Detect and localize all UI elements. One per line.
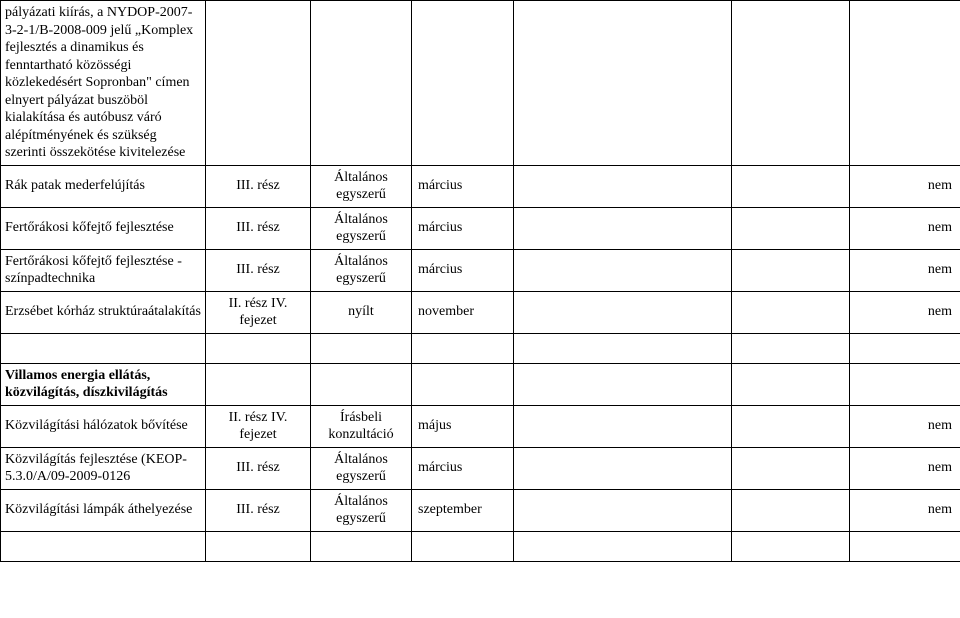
cell: nem <box>850 447 960 489</box>
cell: Általános egyszerű <box>311 447 412 489</box>
table-row: Rák patak mederfelújítás III. rész Által… <box>1 165 960 207</box>
cell <box>311 333 412 363</box>
cell <box>514 363 732 405</box>
cell: II. rész IV. fejezet <box>206 405 311 447</box>
cell <box>514 249 732 291</box>
cell <box>732 249 850 291</box>
cell <box>514 405 732 447</box>
cell-desc: Közvilágítási hálózatok bővítése <box>1 405 206 447</box>
cell <box>732 207 850 249</box>
cell <box>732 405 850 447</box>
cell: II. rész IV. fejezet <box>206 291 311 333</box>
cell-desc: pályázati kiírás, a NYDOP-2007-3-2-1/B-2… <box>1 1 206 166</box>
cell: nem <box>850 249 960 291</box>
cell <box>514 165 732 207</box>
cell: Írásbeli konzultáció <box>311 405 412 447</box>
cell <box>732 447 850 489</box>
section-title: Villamos energia ellátás, közvilágítás, … <box>1 363 206 405</box>
cell: november <box>412 291 514 333</box>
cell <box>1 333 206 363</box>
cell <box>732 489 850 531</box>
cell: március <box>412 447 514 489</box>
cell: nem <box>850 291 960 333</box>
cell-desc: Erzsébet kórház struktúraátalakítás <box>1 291 206 333</box>
cell <box>206 1 311 166</box>
cell-desc: Közvilágítási lámpák áthelyezése <box>1 489 206 531</box>
cell <box>732 1 850 166</box>
table-row: Erzsébet kórház struktúraátalakítás II. … <box>1 291 960 333</box>
cell <box>311 531 412 561</box>
cell <box>732 363 850 405</box>
table-row: Közvilágítási lámpák áthelyezése III. ré… <box>1 489 960 531</box>
cell <box>412 531 514 561</box>
cell: Általános egyszerű <box>311 489 412 531</box>
table-row: pályázati kiírás, a NYDOP-2007-3-2-1/B-2… <box>1 1 960 166</box>
cell <box>514 489 732 531</box>
cell <box>206 531 311 561</box>
cell: március <box>412 207 514 249</box>
document-page: pályázati kiírás, a NYDOP-2007-3-2-1/B-2… <box>0 0 960 562</box>
cell: május <box>412 405 514 447</box>
cell <box>732 165 850 207</box>
cell <box>850 363 960 405</box>
cell: nem <box>850 405 960 447</box>
cell: március <box>412 249 514 291</box>
cell <box>514 333 732 363</box>
cell: nyílt <box>311 291 412 333</box>
cell <box>311 363 412 405</box>
cell <box>732 291 850 333</box>
cell <box>850 1 960 166</box>
cell <box>1 531 206 561</box>
cell: nem <box>850 489 960 531</box>
cell <box>850 333 960 363</box>
data-table: pályázati kiírás, a NYDOP-2007-3-2-1/B-2… <box>0 0 960 562</box>
cell <box>412 333 514 363</box>
cell: III. rész <box>206 489 311 531</box>
cell <box>850 531 960 561</box>
table-row-blank <box>1 531 960 561</box>
cell: Általános egyszerű <box>311 165 412 207</box>
cell: nem <box>850 207 960 249</box>
table-row: Fertőrákosi kőfejtő fejlesztése III. rés… <box>1 207 960 249</box>
table-row: Közvilágítási hálózatok bővítése II. rés… <box>1 405 960 447</box>
cell: III. rész <box>206 165 311 207</box>
table-row-blank <box>1 333 960 363</box>
cell <box>514 207 732 249</box>
cell: III. rész <box>206 207 311 249</box>
cell: szeptember <box>412 489 514 531</box>
cell-desc: Fertőrákosi kőfejtő fejlesztése <box>1 207 206 249</box>
cell <box>412 363 514 405</box>
cell: III. rész <box>206 249 311 291</box>
cell-desc: Fertőrákosi kőfejtő fejlesztése - színpa… <box>1 249 206 291</box>
cell <box>412 1 514 166</box>
cell <box>514 531 732 561</box>
cell <box>514 1 732 166</box>
cell <box>206 333 311 363</box>
table-row: Fertőrákosi kőfejtő fejlesztése - színpa… <box>1 249 960 291</box>
cell <box>732 531 850 561</box>
cell <box>732 333 850 363</box>
cell <box>514 447 732 489</box>
cell-desc: Közvilágítás fejlesztése (KEOP-5.3.0/A/0… <box>1 447 206 489</box>
table-row-section: Villamos energia ellátás, közvilágítás, … <box>1 363 960 405</box>
cell <box>311 1 412 166</box>
cell: nem <box>850 165 960 207</box>
table-row: Közvilágítás fejlesztése (KEOP-5.3.0/A/0… <box>1 447 960 489</box>
cell: III. rész <box>206 447 311 489</box>
cell: Általános egyszerű <box>311 207 412 249</box>
cell <box>514 291 732 333</box>
cell-desc: Rák patak mederfelújítás <box>1 165 206 207</box>
cell <box>206 363 311 405</box>
cell: Általános egyszerű <box>311 249 412 291</box>
cell: március <box>412 165 514 207</box>
